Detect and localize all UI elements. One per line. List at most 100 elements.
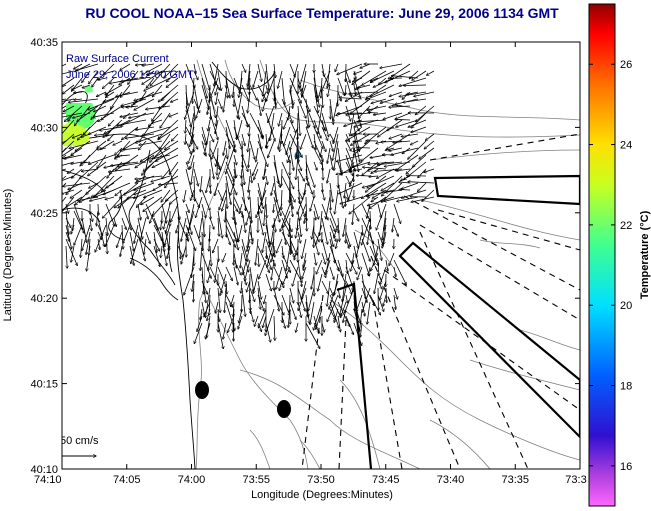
- current-vector: [220, 273, 227, 296]
- current-vector: [297, 98, 306, 118]
- current-vector: [67, 168, 75, 173]
- current-vector: [406, 161, 419, 174]
- current-vector: [225, 175, 231, 204]
- current-vector: [247, 280, 251, 292]
- colorbar: [588, 3, 616, 507]
- current-vector: [254, 168, 259, 180]
- current-vector: [146, 105, 171, 109]
- x-axis: 74:10 74:05 74:00 73:55 73:50 73:45 73:40 73:35…: [34, 42, 587, 486]
- current-vector: [305, 161, 315, 187]
- current-vector: [97, 154, 107, 168]
- current-vector: [257, 210, 263, 235]
- current-vector: [257, 280, 261, 299]
- current-vector: [163, 98, 171, 107]
- current-vector: [238, 315, 243, 329]
- current-vector: [134, 91, 163, 101]
- current-vector: [165, 224, 171, 245]
- current-vector: [185, 161, 189, 170]
- current-vector: [201, 280, 208, 294]
- current-vector: [169, 196, 179, 204]
- current-vector: [207, 98, 211, 114]
- current-vector: [62, 147, 67, 154]
- current-vector: [74, 92, 83, 93]
- current-vector: [90, 196, 107, 201]
- current-vector: [377, 168, 395, 178]
- current-vector: [84, 154, 91, 163]
- current-vector: [362, 70, 387, 85]
- current-vector: [273, 84, 276, 105]
- current-vector: [188, 147, 195, 164]
- current-vector: [305, 308, 308, 317]
- current-vector: [69, 140, 99, 148]
- current-vector: [288, 308, 291, 328]
- current-vector: [273, 189, 281, 216]
- current-vector: [393, 266, 396, 277]
- current-vector: [419, 147, 435, 159]
- current-vector: [273, 196, 280, 222]
- y-tick-label: 40:20: [30, 293, 58, 305]
- current-vector: [308, 287, 315, 311]
- current-vector: [150, 63, 171, 86]
- current-vector: [289, 147, 294, 170]
- current-vector: [74, 224, 83, 245]
- current-vector: [281, 224, 286, 245]
- current-vector: [74, 99, 83, 100]
- current-vector: [97, 224, 103, 236]
- current-vector: [233, 301, 234, 317]
- current-vector: [368, 161, 395, 164]
- current-vector: [281, 98, 293, 123]
- current-vector: [215, 84, 219, 95]
- current-vector: [264, 196, 267, 226]
- current-vector: [62, 154, 75, 160]
- current-vector: [264, 294, 267, 304]
- current-vector: [370, 210, 371, 229]
- colorbar-label: Temperature (°C): [639, 210, 651, 299]
- current-vector: [321, 119, 325, 130]
- current-vector: [204, 126, 211, 155]
- current-vector: [153, 245, 160, 267]
- current-vector: [201, 126, 207, 144]
- current-vector: [110, 91, 123, 109]
- current-vector: [345, 84, 346, 95]
- current-vector: [226, 182, 227, 208]
- station-marker: [277, 400, 291, 418]
- current-vector: [353, 231, 359, 248]
- current-vector: [241, 210, 246, 232]
- current-vector: [336, 238, 339, 248]
- current-vector: [313, 252, 316, 265]
- current-vector: [216, 105, 219, 126]
- current-vector: [142, 70, 163, 84]
- current-vector: [384, 217, 387, 230]
- current-vector: [181, 245, 187, 264]
- current-vector: [257, 126, 263, 139]
- current-vector: [298, 140, 299, 162]
- current-vector: [329, 287, 333, 296]
- current-vector: [63, 105, 75, 112]
- current-vector: [411, 140, 419, 145]
- current-vector: [281, 168, 282, 186]
- current-vector: [226, 147, 227, 159]
- current-vector: [65, 203, 69, 213]
- current-vector: [383, 112, 403, 119]
- current-vector: [330, 189, 331, 210]
- current-vector: [408, 140, 427, 159]
- current-vector: [326, 259, 331, 273]
- current-vector: [377, 161, 403, 165]
- current-vector: [233, 217, 238, 241]
- current-vector: [345, 280, 352, 294]
- current-vector: [217, 147, 218, 175]
- current-vector: [194, 175, 195, 201]
- current-vector: [193, 70, 198, 80]
- current-vector: [233, 308, 234, 332]
- current-vector: [105, 196, 115, 200]
- current-vector: [201, 133, 206, 145]
- current-vector: [111, 161, 139, 166]
- current-vector: [362, 182, 379, 188]
- current-vector: [197, 315, 203, 332]
- current-vector: [297, 231, 301, 243]
- current-vector: [265, 224, 270, 244]
- current-vector: [120, 245, 123, 256]
- current-vector: [151, 119, 163, 123]
- current-vector: [91, 189, 107, 197]
- current-vector: [144, 238, 147, 255]
